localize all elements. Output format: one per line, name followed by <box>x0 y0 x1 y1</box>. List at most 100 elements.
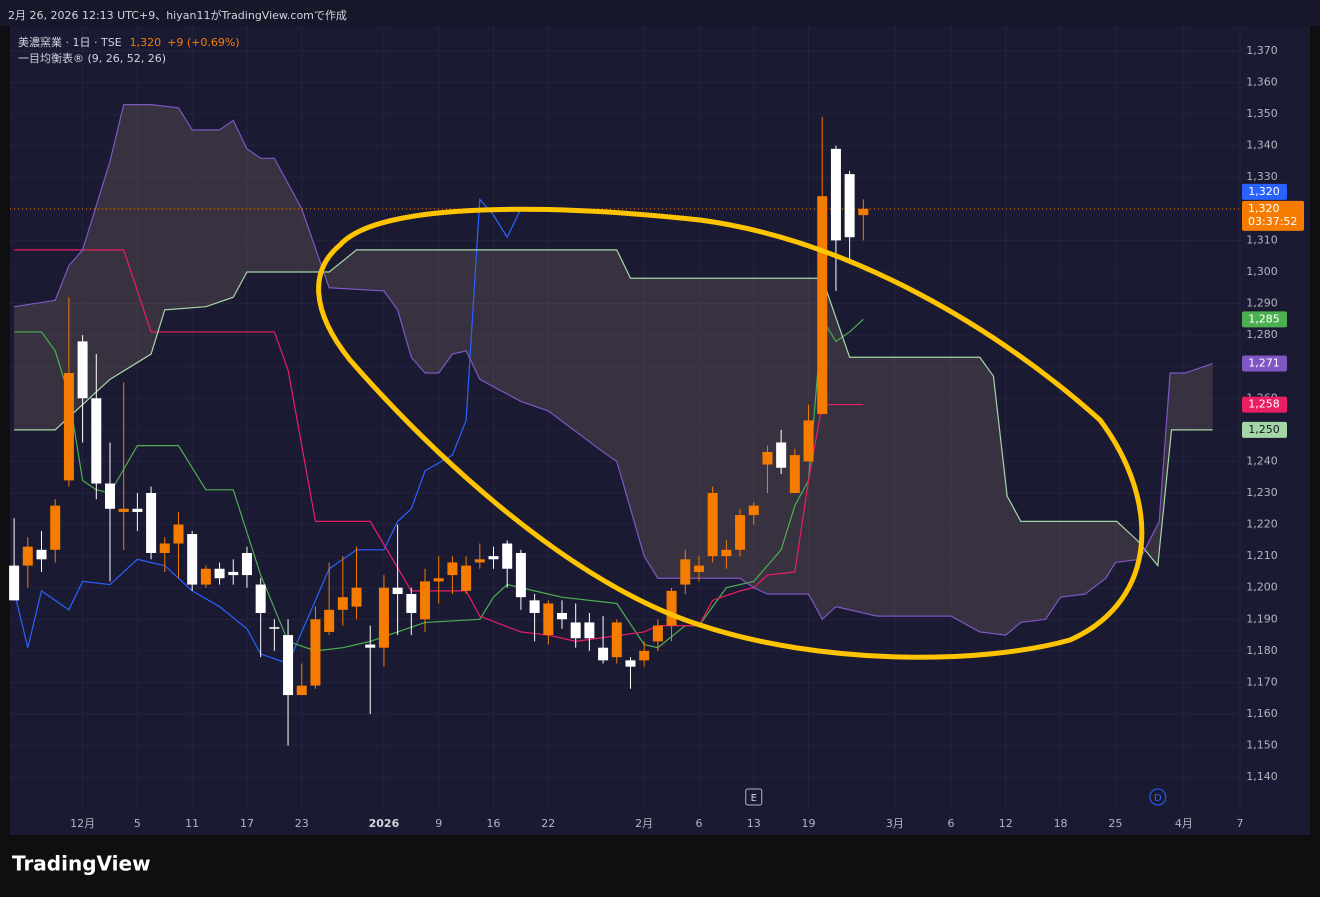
x-tick-label: 22 <box>541 817 555 830</box>
candle-body <box>365 644 376 648</box>
candle-body <box>776 442 787 468</box>
x-tick-label: 16 <box>487 817 501 830</box>
y-tick-label: 1,300 <box>1246 265 1278 278</box>
candle-body <box>735 515 746 550</box>
candle-body <box>556 612 567 620</box>
candle-body <box>406 594 417 613</box>
candle-body <box>762 451 773 465</box>
x-tick-label: 3月 <box>886 817 904 830</box>
candle-body <box>502 543 513 569</box>
candle-body <box>515 552 526 598</box>
indicator-line <box>13 197 522 665</box>
candle-body <box>200 568 211 585</box>
candle-body <box>721 549 732 557</box>
x-tick-label: 18 <box>1054 817 1068 830</box>
y-tick-label: 1,330 <box>1246 170 1278 183</box>
candle-body <box>132 508 143 512</box>
y-tick-label: 1,220 <box>1246 518 1278 531</box>
cloud-fill <box>14 104 1213 636</box>
candle-body <box>433 578 444 582</box>
x-tick-label: 6 <box>947 817 954 830</box>
candle-body <box>625 660 636 667</box>
change: +9 (+0.69%) <box>167 36 239 49</box>
event-marker-circle <box>1149 788 1167 806</box>
candle-body <box>324 609 335 632</box>
candle-body <box>378 587 389 648</box>
candle-body <box>173 524 184 544</box>
candle-body <box>91 398 102 484</box>
indicator: 一目均衡表® (9, 26, 52, 26) <box>18 51 166 65</box>
candle-body <box>118 508 129 512</box>
candle-body <box>159 543 170 553</box>
y-tick-label: 1,290 <box>1246 297 1278 310</box>
candle-body <box>310 619 321 686</box>
candle-body <box>543 603 554 636</box>
candle-body <box>598 647 609 661</box>
candle-body <box>639 650 650 661</box>
candle-body <box>63 373 74 481</box>
candle-body <box>228 571 239 576</box>
x-tick-label: 9 <box>435 817 442 830</box>
y-tick-label: 1,170 <box>1246 675 1278 688</box>
price-label-box <box>1242 421 1287 438</box>
last-price-box <box>1242 200 1304 231</box>
indicator-line <box>14 249 1213 568</box>
price-label: 1,285 <box>1248 312 1280 325</box>
x-tick-label: 7 <box>1237 817 1244 830</box>
logo: TradingView <box>12 852 151 876</box>
candle-body <box>803 420 814 462</box>
x-tick-label: 5 <box>134 817 141 830</box>
plot-background <box>10 26 1310 835</box>
candle-body <box>146 492 157 553</box>
last: 1,320 <box>130 36 162 49</box>
price-label-box <box>1242 355 1287 372</box>
y-tick-label: 1,200 <box>1246 581 1278 594</box>
y-tick-label: 1,150 <box>1246 739 1278 752</box>
annotation-ellipse <box>316 206 1145 660</box>
x-tick-label: 11 <box>185 817 199 830</box>
y-tick-label: 1,160 <box>1246 707 1278 720</box>
indicator-line <box>14 249 864 643</box>
candle-body <box>584 622 595 639</box>
candle-body <box>748 505 759 516</box>
event-marker-box <box>745 788 763 806</box>
x-tick-label: 23 <box>295 817 309 830</box>
y-tick-label: 1,190 <box>1246 612 1278 625</box>
y-tick-label: 1,340 <box>1246 139 1278 152</box>
y-tick-label: 1,350 <box>1246 107 1278 120</box>
candle-body <box>611 622 622 658</box>
price-label: 1,258 <box>1248 398 1280 411</box>
candle-body <box>858 208 869 216</box>
candle-body <box>447 562 458 576</box>
candle-body <box>789 455 800 493</box>
symbol: 美濃窯業 · 1日 · TSE 1,320 +9 (+0.69%) <box>18 35 240 49</box>
price-label: 1,271 <box>1248 357 1280 370</box>
candle-body <box>50 505 61 550</box>
candle-body <box>77 341 88 399</box>
event-marker-label: E <box>751 793 757 804</box>
last-price-label: 1,320 <box>1248 202 1280 215</box>
y-tick-label: 1,210 <box>1246 549 1278 562</box>
candle-body <box>420 581 431 620</box>
candle-body <box>461 565 472 591</box>
candle-body <box>488 556 499 560</box>
x-tick-label: 6 <box>695 817 702 830</box>
y-tick-label: 1,180 <box>1246 644 1278 657</box>
candle-body <box>187 534 198 585</box>
candle-body <box>269 627 280 629</box>
candle-body <box>392 587 403 595</box>
candle-body <box>283 635 294 696</box>
x-tick-label: 12 <box>999 817 1013 830</box>
y-tick-label: 1,360 <box>1246 76 1278 89</box>
candle-body <box>693 565 704 572</box>
candle-body <box>830 148 841 241</box>
candle-body <box>570 622 581 639</box>
candle-body <box>474 559 485 563</box>
x-tick-label: 12月 <box>70 817 95 830</box>
event-marker-label: D <box>1154 793 1162 804</box>
y-tick-label: 1,240 <box>1246 454 1278 467</box>
candle-body <box>680 559 691 585</box>
symbol-name: 美濃窯業 · 1日 · TSE <box>18 35 122 49</box>
candle-body <box>36 549 47 560</box>
